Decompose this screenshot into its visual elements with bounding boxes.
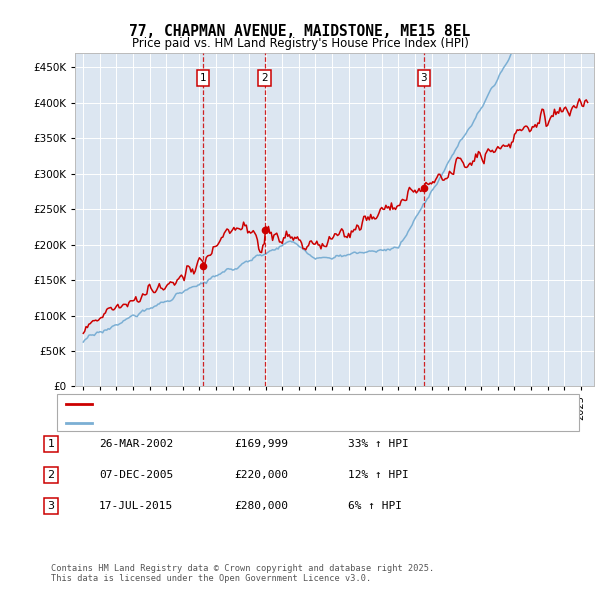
Text: 2: 2 [47,470,55,480]
Text: Price paid vs. HM Land Registry's House Price Index (HPI): Price paid vs. HM Land Registry's House … [131,37,469,50]
Text: 3: 3 [47,502,55,511]
Text: Contains HM Land Registry data © Crown copyright and database right 2025.
This d: Contains HM Land Registry data © Crown c… [51,563,434,583]
Text: 12% ↑ HPI: 12% ↑ HPI [348,470,409,480]
Text: £280,000: £280,000 [234,502,288,511]
Text: 3: 3 [421,73,427,83]
Text: 77, CHAPMAN AVENUE, MAIDSTONE, ME15 8EL (semi-detached house): 77, CHAPMAN AVENUE, MAIDSTONE, ME15 8EL … [99,399,466,409]
Text: 33% ↑ HPI: 33% ↑ HPI [348,439,409,448]
Text: 26-MAR-2002: 26-MAR-2002 [99,439,173,448]
Text: 1: 1 [200,73,206,83]
Text: HPI: Average price, semi-detached house, Maidstone: HPI: Average price, semi-detached house,… [99,418,374,428]
Text: 07-DEC-2005: 07-DEC-2005 [99,470,173,480]
Text: 77, CHAPMAN AVENUE, MAIDSTONE, ME15 8EL: 77, CHAPMAN AVENUE, MAIDSTONE, ME15 8EL [130,24,470,38]
Text: 6% ↑ HPI: 6% ↑ HPI [348,502,402,511]
Text: 1: 1 [47,439,55,448]
Text: £220,000: £220,000 [234,470,288,480]
Text: 17-JUL-2015: 17-JUL-2015 [99,502,173,511]
Text: £169,999: £169,999 [234,439,288,448]
Text: 2: 2 [261,73,268,83]
